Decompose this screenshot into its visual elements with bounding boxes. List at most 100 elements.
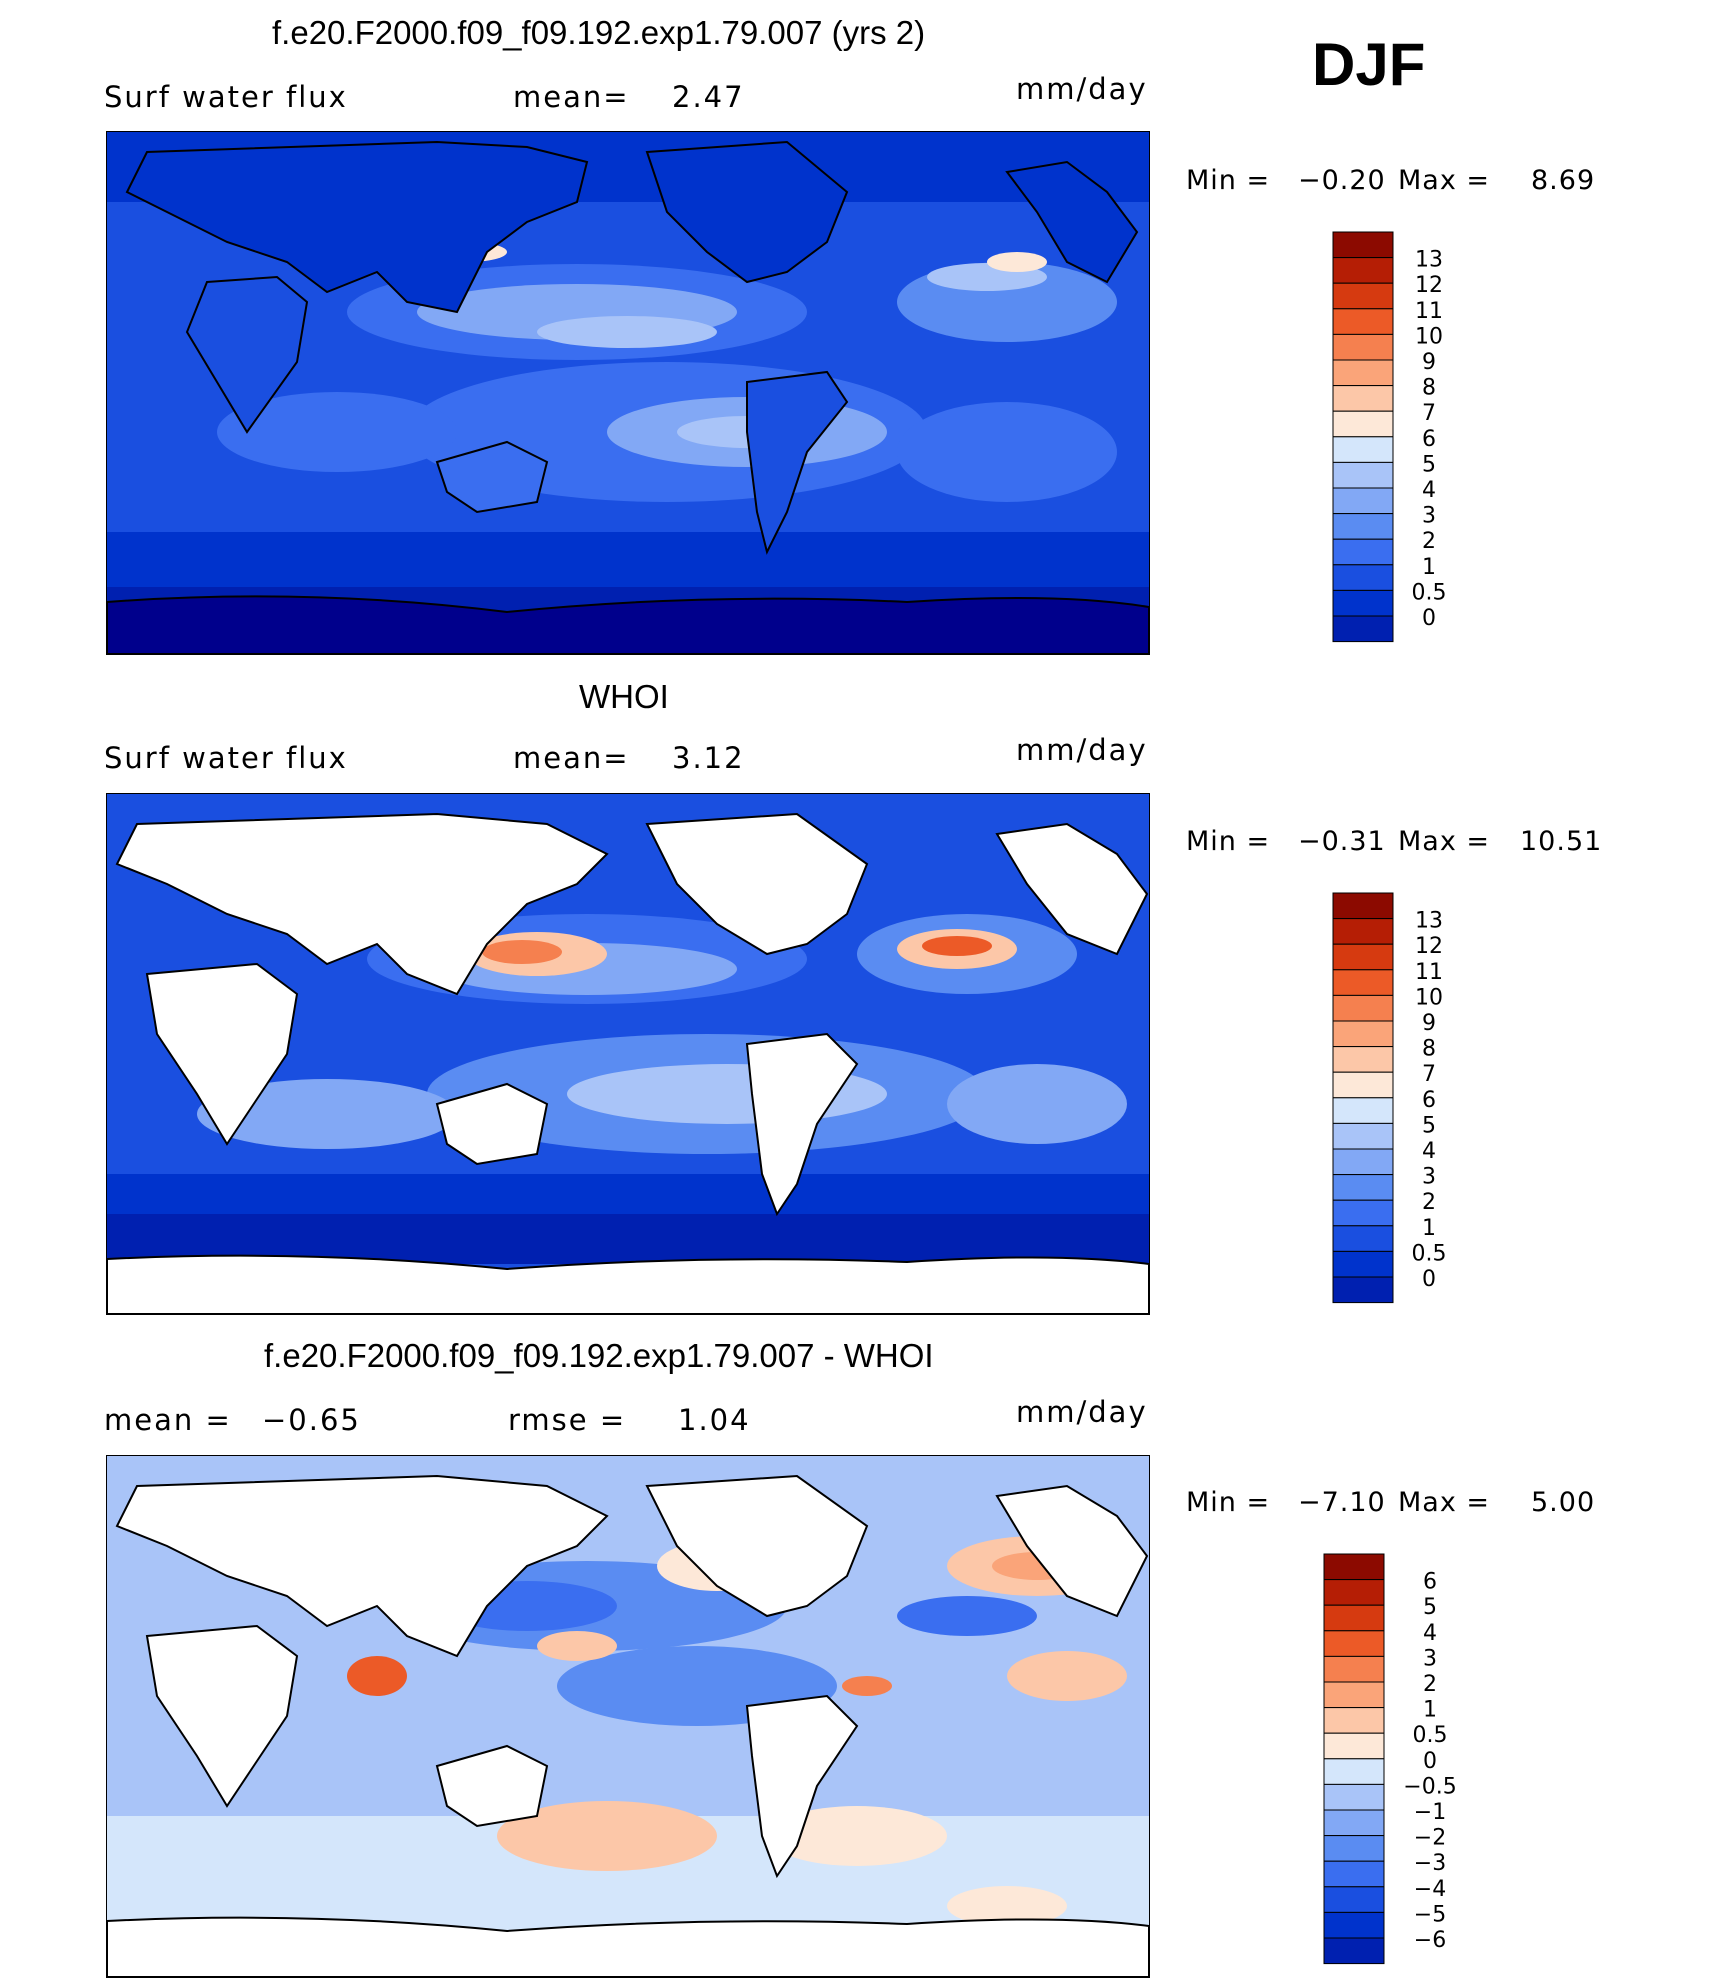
- panel3-colorbar-swatch: [1323, 1860, 1385, 1888]
- panel2-colorbar-tick-label: 6: [1422, 1088, 1436, 1113]
- panel1-colorbar-swatch: [1332, 538, 1394, 566]
- panel2-colorbar-swatch: [1332, 969, 1394, 996]
- panel3-colorbar-tick-label: 6: [1423, 1570, 1437, 1595]
- panel3-colorbar-swatch: [1323, 1655, 1385, 1683]
- panel1-colorbar-tick-label: 9: [1422, 350, 1436, 375]
- panel2-colorbar-swatch: [1332, 1097, 1394, 1124]
- panel3-rmse-label: rmse =: [508, 1403, 627, 1437]
- panel2-colorbar-swatch: [1332, 943, 1394, 971]
- panel1-colorbar-swatch: [1332, 436, 1394, 463]
- panel2-min-label: Min =: [1186, 826, 1271, 857]
- panel3-colorbar-swatch: [1323, 1809, 1385, 1837]
- panel1-colorbar-tick-label: 13: [1415, 248, 1443, 273]
- panel3-min-label: Min =: [1186, 1487, 1271, 1518]
- panel3-colorbar-tick-label: 2: [1423, 1672, 1437, 1697]
- panel3-colorbar-swatch: [1323, 1911, 1385, 1939]
- panel1-colorbar-swatch: [1332, 282, 1394, 310]
- panel2-colorbar-tick-label: 11: [1415, 960, 1443, 985]
- panel2-colorbar-tick-label: 12: [1415, 934, 1443, 959]
- panel1-max-label: Max =: [1398, 165, 1491, 196]
- panel1-colorbar-swatch: [1332, 487, 1394, 515]
- panel1-min-value: −0.20: [1298, 165, 1386, 196]
- panel2-colorbar-tick-label: 3: [1422, 1165, 1436, 1190]
- panel3-title: f.e20.F2000.f09_f09.192.exp1.79.007 - WH…: [264, 1337, 934, 1374]
- panel2-colorbar: 13 12 11 10 9 8 7 6 5 4 3 2 1 0.5 0: [1332, 892, 1493, 1305]
- panel1-colorbar-tick-label: 11: [1415, 299, 1443, 324]
- panel3-colorbar-swatch: [1323, 1758, 1385, 1785]
- panel2-map: [106, 793, 1150, 1315]
- panel2-colorbar-swatch: [1332, 1225, 1394, 1252]
- panel1-colorbar-tick-label: 0.5: [1412, 580, 1447, 605]
- panel1-title: f.e20.F2000.f09_f09.192.exp1.79.007 (yrs…: [272, 14, 926, 51]
- panel1-colorbar-tick-label: 3: [1422, 504, 1436, 529]
- panel3-colorbar-swatch: [1323, 1579, 1385, 1606]
- panel2-colorbar-tick-label: 10: [1415, 985, 1443, 1010]
- panel1-colorbar-swatch: [1332, 333, 1394, 361]
- panel1-colorbar-tick-label: 7: [1422, 401, 1436, 426]
- panel2-min-value: −0.31: [1298, 826, 1386, 857]
- world-map-model-flux-icon: [107, 132, 1149, 654]
- panel2-colorbar-tick-label: 7: [1422, 1062, 1436, 1087]
- panel3-colorbar-tick-label: −1: [1414, 1800, 1446, 1825]
- panel1-colorbar-swatch: [1332, 308, 1394, 335]
- panel3-colorbar-tick-label: 0: [1423, 1749, 1437, 1774]
- panel1-max-value: 8.69: [1531, 165, 1596, 196]
- panel2-colorbar-tick-label: 0: [1422, 1267, 1436, 1292]
- panel1-colorbar-swatch: [1332, 257, 1394, 284]
- panel2-colorbar-swatch: [1332, 1148, 1394, 1176]
- season-label: DJF: [1312, 31, 1426, 98]
- panel2-units: mm/day: [1016, 733, 1148, 767]
- panel1-mean-label: mean=: [513, 80, 630, 114]
- panel3-colorbar-tick-label: −5: [1414, 1902, 1446, 1927]
- panel2-colorbar-swatch: [1332, 1122, 1394, 1150]
- panel1-colorbar-tick-label: 8: [1422, 376, 1436, 401]
- panel1-colorbar: 13 12 11 10 9 8 7 6 5 4 3 2 1 0.5 0: [1332, 231, 1493, 644]
- panel1-colorbar-swatch: [1332, 359, 1394, 387]
- panel1-colorbar-tick-label: 0: [1422, 606, 1436, 631]
- panel1-variable-label: Surf water flux: [104, 80, 348, 114]
- panel1-colorbar-tick-label: 10: [1415, 324, 1443, 349]
- panel2-colorbar-swatch: [1332, 1071, 1394, 1099]
- panel3-colorbar-swatch: [1323, 1886, 1385, 1913]
- world-map-whoi-flux-icon: [107, 794, 1149, 1314]
- panel3-colorbar-tick-label: 5: [1423, 1595, 1437, 1620]
- panel3-colorbar-swatch: [1323, 1553, 1385, 1581]
- panel1-colorbar-swatch: [1332, 385, 1394, 412]
- panel1-colorbar-tick-label: 4: [1422, 478, 1436, 503]
- panel3-colorbar-swatch: [1323, 1604, 1385, 1632]
- panel3-map: [106, 1455, 1150, 1978]
- panel3-colorbar-tick-label: −4: [1414, 1877, 1446, 1902]
- panel2-colorbar-swatch: [1332, 1174, 1394, 1201]
- panel1-mean-value: 2.47: [672, 80, 745, 114]
- panel1-units: mm/day: [1016, 72, 1148, 106]
- panel2-colorbar-swatch: [1332, 1046, 1394, 1073]
- panel1-colorbar-tick-label: 6: [1422, 427, 1436, 452]
- panel3-units: mm/day: [1016, 1395, 1148, 1429]
- panel3-max-value: 5.00: [1531, 1487, 1596, 1518]
- panel3-colorbar-tick-label: −6: [1414, 1928, 1446, 1953]
- panel2-colorbar-swatch: [1332, 892, 1394, 920]
- panel3-colorbar-swatch: [1323, 1630, 1385, 1657]
- panel2-colorbar-tick-label: 0.5: [1412, 1241, 1447, 1266]
- panel1-colorbar-swatch: [1332, 513, 1394, 540]
- panel3-rmse-value: 1.04: [678, 1403, 751, 1437]
- panel2-colorbar-tick-label: 2: [1422, 1190, 1436, 1215]
- panel2-colorbar-tick-label: 13: [1415, 909, 1443, 934]
- panel1-colorbar-tick-label: 5: [1422, 452, 1436, 477]
- panel2-colorbar-tick-label: 1: [1422, 1216, 1436, 1241]
- panel2-colorbar-swatch: [1332, 1199, 1394, 1227]
- panel1-colorbar-swatch: [1332, 589, 1394, 617]
- panel3-colorbar-swatch: [1323, 1681, 1385, 1709]
- panel2-colorbar-swatch: [1332, 1020, 1394, 1048]
- panel2-mean-label: mean=: [513, 741, 630, 775]
- panel3-colorbar-tick-label: −2: [1414, 1826, 1446, 1851]
- panel1-colorbar-swatch: [1332, 231, 1394, 259]
- panel2-mean-value: 3.12: [672, 741, 745, 775]
- panel1-colorbar-tick-label: 1: [1422, 555, 1436, 580]
- panel2-title: WHOI: [579, 678, 669, 715]
- panel2-colorbar-tick-label: 4: [1422, 1139, 1436, 1164]
- panel2-colorbar-swatch: [1332, 994, 1394, 1022]
- panel2-colorbar-tick-label: 5: [1422, 1113, 1436, 1138]
- panel2-variable-label: Surf water flux: [104, 741, 348, 775]
- panel2-colorbar-swatch: [1332, 1276, 1394, 1304]
